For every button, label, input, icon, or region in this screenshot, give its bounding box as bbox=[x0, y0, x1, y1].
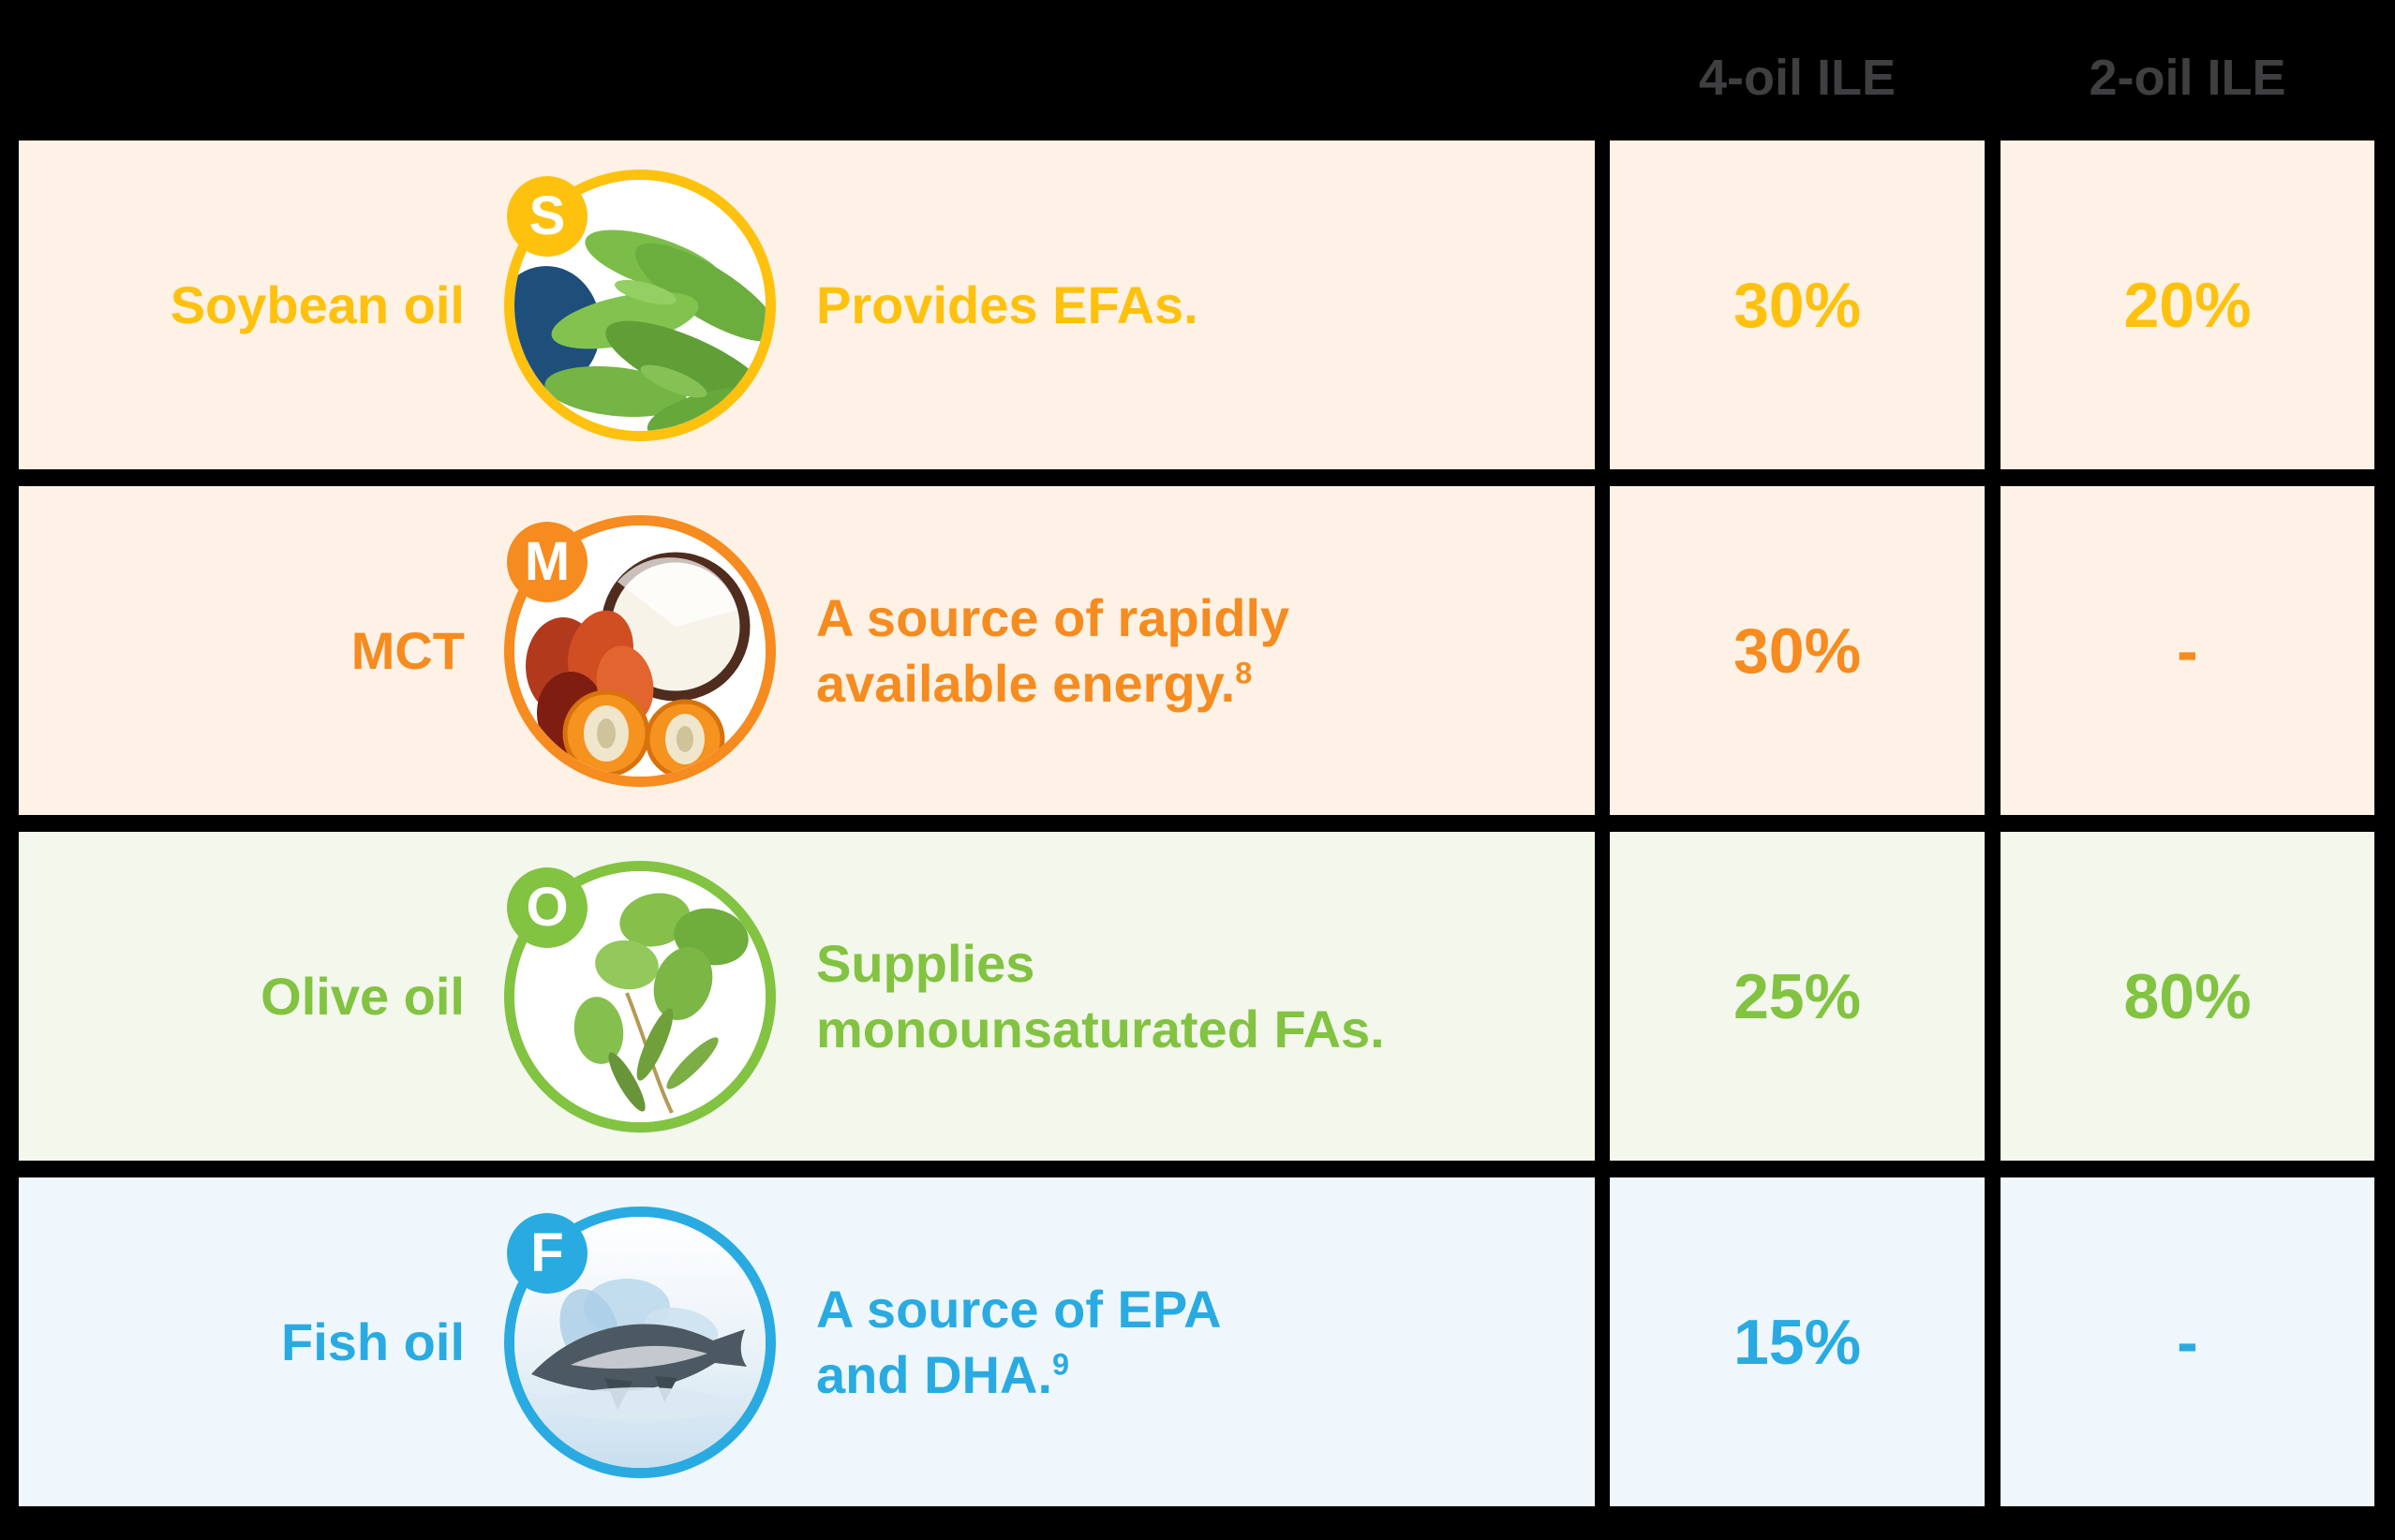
olive-photo-image bbox=[514, 870, 766, 1122]
oil-name-label: Olive oil bbox=[260, 967, 465, 1026]
description-line-1: A source of rapidly bbox=[816, 587, 1290, 647]
column-header-4-oil-ile: 4-oil ILE bbox=[1698, 50, 1896, 106]
badge-m-icon: M bbox=[507, 521, 588, 602]
olive-2-oil-value: 80% bbox=[2001, 832, 2374, 1161]
badge-letter: O bbox=[526, 876, 569, 938]
oil-name-label: Soybean oil bbox=[170, 275, 465, 334]
mct-4-oil-value: 30% bbox=[1610, 486, 1985, 815]
row-fish-main-cell: Fish oil bbox=[19, 1177, 1595, 1506]
fish-2-oil-value: - bbox=[2001, 1177, 2374, 1506]
description-line-2: monounsaturated FAs. bbox=[816, 999, 1385, 1059]
column-header-2-oil-ile: 2-oil ILE bbox=[2089, 50, 2286, 106]
soybean-photo: S bbox=[504, 169, 776, 441]
row-olive-main-cell: Olive oil O Supplies bbox=[19, 832, 1595, 1161]
description-line-2: and DHA.9 bbox=[816, 1344, 1070, 1404]
mct-2-oil-value: - bbox=[2001, 486, 2374, 815]
badge-s-icon: S bbox=[507, 175, 588, 257]
oil-description: A source of rapidly available energy.8 bbox=[816, 585, 1289, 717]
badge-letter: M bbox=[524, 530, 571, 592]
badge-letter: F bbox=[530, 1222, 564, 1283]
oil-description: Provides EFAs. bbox=[816, 273, 1198, 338]
description-line-1: Supplies bbox=[816, 933, 1035, 993]
fish-4-oil-value: 15% bbox=[1610, 1177, 1985, 1506]
oil-name-label: MCT bbox=[350, 621, 465, 680]
fish-photo: F bbox=[504, 1206, 776, 1478]
coconut-palm-photo: M bbox=[504, 514, 776, 787]
olive-4-oil-value: 25% bbox=[1610, 832, 1985, 1161]
row-soybean-main-cell: Soybean oil S Provides EFAs. bbox=[19, 141, 1595, 469]
soybean-4-oil-value: 30% bbox=[1610, 141, 1985, 469]
badge-letter: S bbox=[528, 185, 566, 246]
reference-superscript: 9 bbox=[1052, 1346, 1070, 1381]
olive-photo: O bbox=[504, 860, 776, 1133]
description-line-1: A source of EPA bbox=[816, 1279, 1222, 1339]
badge-f-icon: F bbox=[507, 1212, 588, 1294]
oil-description: A source of EPA and DHA.9 bbox=[816, 1277, 1222, 1408]
badge-o-icon: O bbox=[507, 866, 588, 948]
oil-name-label: Fish oil bbox=[281, 1312, 465, 1371]
oil-description: Supplies monounsaturated FAs. bbox=[816, 931, 1385, 1062]
description-line-1: Provides EFAs. bbox=[816, 274, 1198, 334]
coconut-palm-photo-image bbox=[514, 525, 766, 777]
reference-superscript: 8 bbox=[1235, 655, 1253, 689]
row-mct-main-cell: MCT M bbox=[19, 486, 1595, 815]
description-line-2: available energy.8 bbox=[816, 653, 1253, 713]
soybean-2-oil-value: 20% bbox=[2001, 141, 2374, 469]
